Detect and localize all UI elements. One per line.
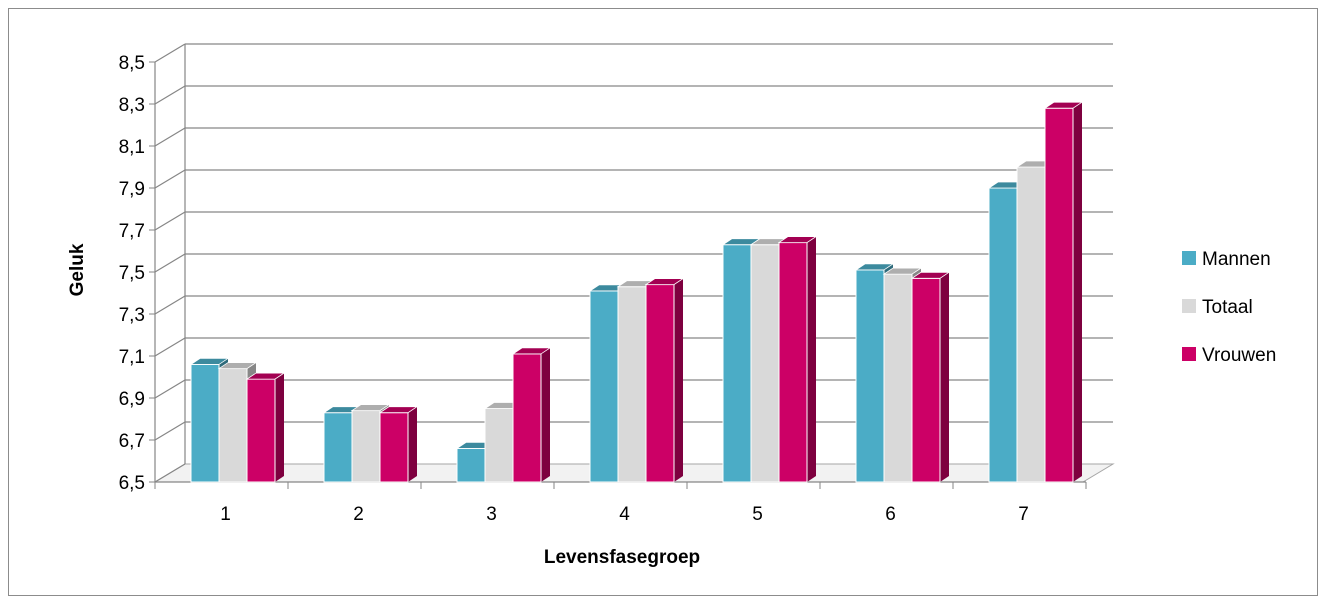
- bar-front: [323, 412, 353, 483]
- tick-labels: 6,5 6,7 6,9 7,1 7,3 7,5 7,7 7,9 8,1 8,3 8,5 1 2 3 4 5 6 7: [119, 53, 1029, 525]
- gridline-depth: [154, 169, 186, 189]
- bar-side: [674, 278, 683, 482]
- y-tick-label: 7,7: [119, 221, 145, 242]
- gridline-depth: [154, 379, 186, 399]
- y-tick-label: 7,1: [119, 347, 145, 368]
- gridline-depth: [154, 211, 186, 231]
- y-axis-title: Geluk: [67, 243, 88, 296]
- x-tick-label: 3: [486, 504, 497, 525]
- bar-front: [722, 244, 752, 483]
- bar: [777, 236, 818, 483]
- bar-top: [511, 347, 552, 355]
- bar-side: [408, 406, 417, 482]
- bar-top: [245, 372, 286, 380]
- bar-top: [777, 236, 818, 244]
- bar-front: [190, 363, 220, 483]
- bar-front: [855, 269, 885, 483]
- gridline-depth: [154, 85, 186, 105]
- bars: [189, 101, 1084, 483]
- bar-top: [217, 362, 258, 370]
- bar-top: [350, 404, 391, 412]
- bar-top: [644, 278, 685, 286]
- bar-front: [246, 378, 276, 483]
- y-tick-label: 8,5: [119, 53, 145, 74]
- bar: [910, 271, 951, 483]
- bar-front: [379, 412, 409, 483]
- y-tick-label: 8,3: [119, 95, 145, 116]
- bar: [511, 347, 552, 483]
- legend-label: Mannen: [1202, 249, 1271, 270]
- bar-front: [778, 242, 808, 483]
- bar-front: [750, 244, 780, 483]
- gridline-depth: [154, 421, 186, 441]
- bar-front: [617, 286, 647, 483]
- y-tick-label: 7,3: [119, 305, 145, 326]
- gridline-depth: [154, 253, 186, 273]
- bar-top: [854, 263, 895, 271]
- bar: [245, 372, 286, 483]
- legend-label: Vrouwen: [1202, 345, 1276, 366]
- y-tick-label: 7,5: [119, 263, 145, 284]
- bar-front: [484, 408, 514, 483]
- bar-front: [988, 187, 1018, 483]
- bar-top: [882, 267, 923, 275]
- bar-top: [1043, 101, 1084, 109]
- bar-top: [378, 406, 419, 414]
- y-tick-label: 6,5: [119, 473, 145, 494]
- bar-side: [940, 272, 949, 482]
- bar-front: [1044, 107, 1074, 483]
- bar-front: [911, 277, 941, 483]
- gridline-depth: [154, 295, 186, 315]
- gridline-depth: [154, 463, 186, 483]
- x-tick-label: 7: [1018, 504, 1029, 525]
- bar-front: [883, 273, 913, 483]
- x-tick-label: 2: [353, 504, 364, 525]
- bar-front: [351, 410, 381, 483]
- legend-swatch: [1182, 251, 1196, 265]
- x-tick-label: 4: [619, 504, 630, 525]
- y-tick-label: 7,9: [119, 179, 145, 200]
- bar-side: [807, 236, 816, 482]
- bar-side: [541, 347, 550, 482]
- x-tick-label: 6: [885, 504, 896, 525]
- bar-front: [589, 290, 619, 483]
- bar-front: [218, 368, 248, 483]
- legend-swatch: [1182, 347, 1196, 361]
- bar-front: [512, 353, 542, 483]
- bar: [1043, 101, 1084, 483]
- y-tick-label: 6,7: [119, 431, 145, 452]
- legend-swatch: [1182, 299, 1196, 313]
- bar-side: [1073, 102, 1082, 482]
- gridline-depth: [154, 127, 186, 147]
- bar-top: [189, 357, 230, 365]
- bar: [644, 278, 685, 483]
- bar-front: [1016, 166, 1046, 483]
- y-tick-label: 6,9: [119, 389, 145, 410]
- legend: Mannen Totaal Vrouwen: [1182, 249, 1276, 366]
- y-tick-label: 8,1: [119, 137, 145, 158]
- gridline-depth: [154, 43, 186, 63]
- legend-label: Totaal: [1202, 297, 1253, 318]
- x-tick-label: 1: [220, 504, 231, 525]
- bar-top: [910, 271, 951, 279]
- x-axis-title: Levensfasegroep: [544, 547, 700, 568]
- bar-front: [645, 284, 675, 483]
- bar-side: [275, 373, 284, 482]
- gridline-depth: [154, 337, 186, 357]
- bar: [378, 406, 419, 483]
- x-tick-label: 5: [752, 504, 763, 525]
- bar-front: [456, 447, 486, 483]
